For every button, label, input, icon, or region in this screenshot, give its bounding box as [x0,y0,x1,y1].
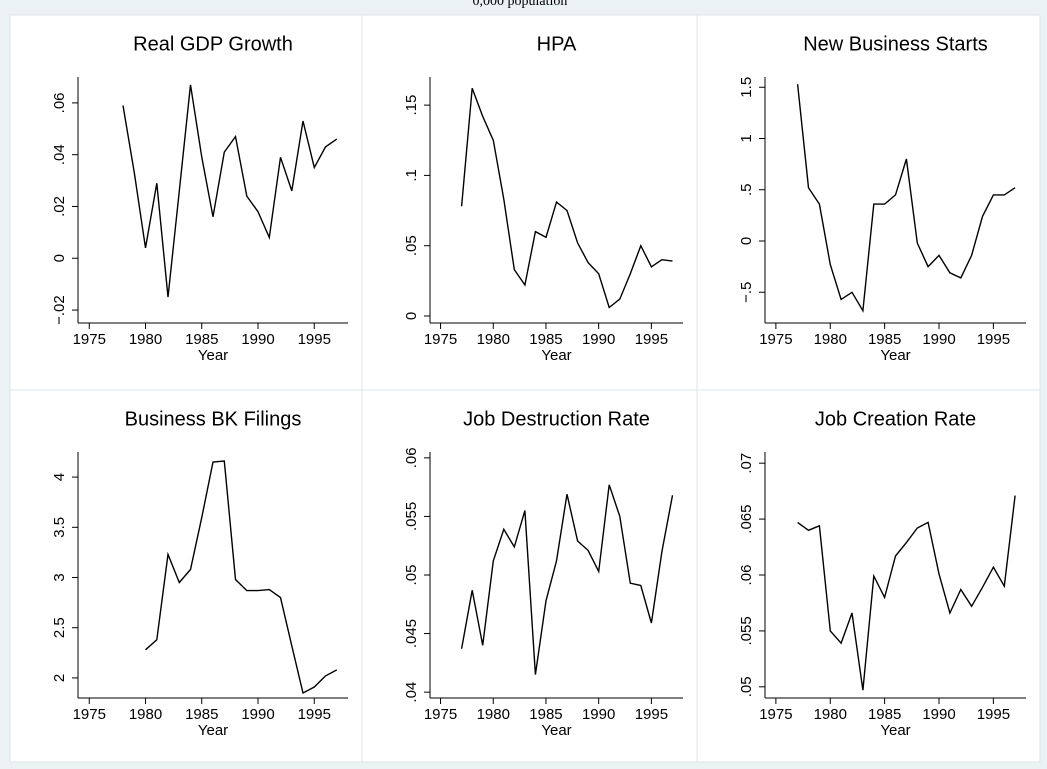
data-line [796,84,1016,313]
x-tick-label: 1990 [241,706,274,723]
y-tick-label: 2.5 [51,617,68,638]
y-tick-label: .06 [403,447,420,468]
y-tick-label: −.5 [738,282,755,303]
x-tick-label: 1980 [814,706,847,723]
y-tick-label: 0 [403,312,420,320]
panel [9,14,363,391]
panel [696,389,1041,763]
x-tick-label: 1975 [759,706,792,723]
x-tick-label: 1985 [868,706,901,723]
y-tick-label: 0 [738,237,755,245]
x-tick-label: 1995 [298,331,331,348]
x-tick-label: 1995 [298,706,331,723]
y-tick-label: .06 [738,565,755,586]
x-tick-label: 1985 [868,331,901,348]
x-tick-label: 1975 [759,331,792,348]
data-line [122,84,338,298]
y-tick-label: 1 [738,134,755,142]
x-tick-label: 1985 [529,706,562,723]
x-tick-label: 1975 [73,331,106,348]
x-tick-label: 1980 [477,706,510,723]
x-axis-label: Year [541,722,571,739]
data-line [460,484,674,675]
x-tick-label: 1975 [424,331,457,348]
y-tick-label: 1.5 [738,77,755,98]
x-tick-label: 1980 [477,331,510,348]
y-tick-label: .07 [738,453,755,474]
x-tick-label: 1985 [185,331,218,348]
x-tick-label: 1975 [73,706,106,723]
y-tick-label: −.02 [51,295,68,325]
panel-title: HPA [537,33,577,55]
y-tick-label: .055 [403,502,420,531]
x-tick-label: 1985 [529,331,562,348]
y-tick-label: .05 [403,235,420,256]
y-tick-label: .05 [403,565,420,586]
x-axis-label: Year [541,347,571,364]
x-tick-label: 1990 [922,331,955,348]
y-tick-label: .055 [738,616,755,645]
panel-title: Job Creation Rate [815,408,976,430]
panel-title: New Business Starts [803,33,988,55]
y-tick-label: .1 [403,169,420,182]
panel-title: Real GDP Growth [133,33,293,55]
y-tick-label: 2 [51,674,68,682]
panel-title: Job Destruction Rate [463,408,650,430]
data-line [145,460,338,695]
y-tick-label: 4 [51,473,68,481]
x-axis-label: Year [880,722,910,739]
x-axis-label: Year [198,347,228,364]
x-tick-label: 1990 [922,706,955,723]
x-tick-label: 1990 [582,331,615,348]
panel-title: Business BK Filings [125,408,302,430]
x-tick-label: 1995 [635,706,668,723]
panel [9,389,363,763]
y-tick-label: .02 [51,196,68,217]
y-tick-label: 3.5 [51,517,68,538]
x-tick-label: 1975 [424,706,457,723]
y-tick-label: .04 [51,144,68,165]
y-tick-label: 3 [51,573,68,581]
x-tick-label: 1995 [977,331,1010,348]
header-note: 0,000 population [473,0,568,9]
y-tick-label: .045 [403,619,420,648]
x-tick-label: 1980 [129,331,162,348]
data-line [797,495,1016,691]
y-tick-label: .5 [738,183,755,196]
x-tick-label: 1990 [582,706,615,723]
y-tick-label: .15 [403,95,420,116]
x-axis-label: Year [880,347,910,364]
y-tick-label: .05 [738,676,755,697]
data-line [460,87,673,309]
x-tick-label: 1980 [814,331,847,348]
y-tick-label: .065 [738,504,755,533]
y-tick-label: .04 [403,682,420,703]
x-tick-label: 1980 [129,706,162,723]
x-tick-label: 1995 [977,706,1010,723]
x-tick-label: 1990 [241,331,274,348]
x-tick-label: 1995 [635,331,668,348]
x-tick-label: 1985 [185,706,218,723]
y-tick-label: 0 [51,254,68,262]
panel [696,14,1041,391]
y-tick-label: .06 [51,92,68,113]
x-axis-label: Year [198,722,228,739]
